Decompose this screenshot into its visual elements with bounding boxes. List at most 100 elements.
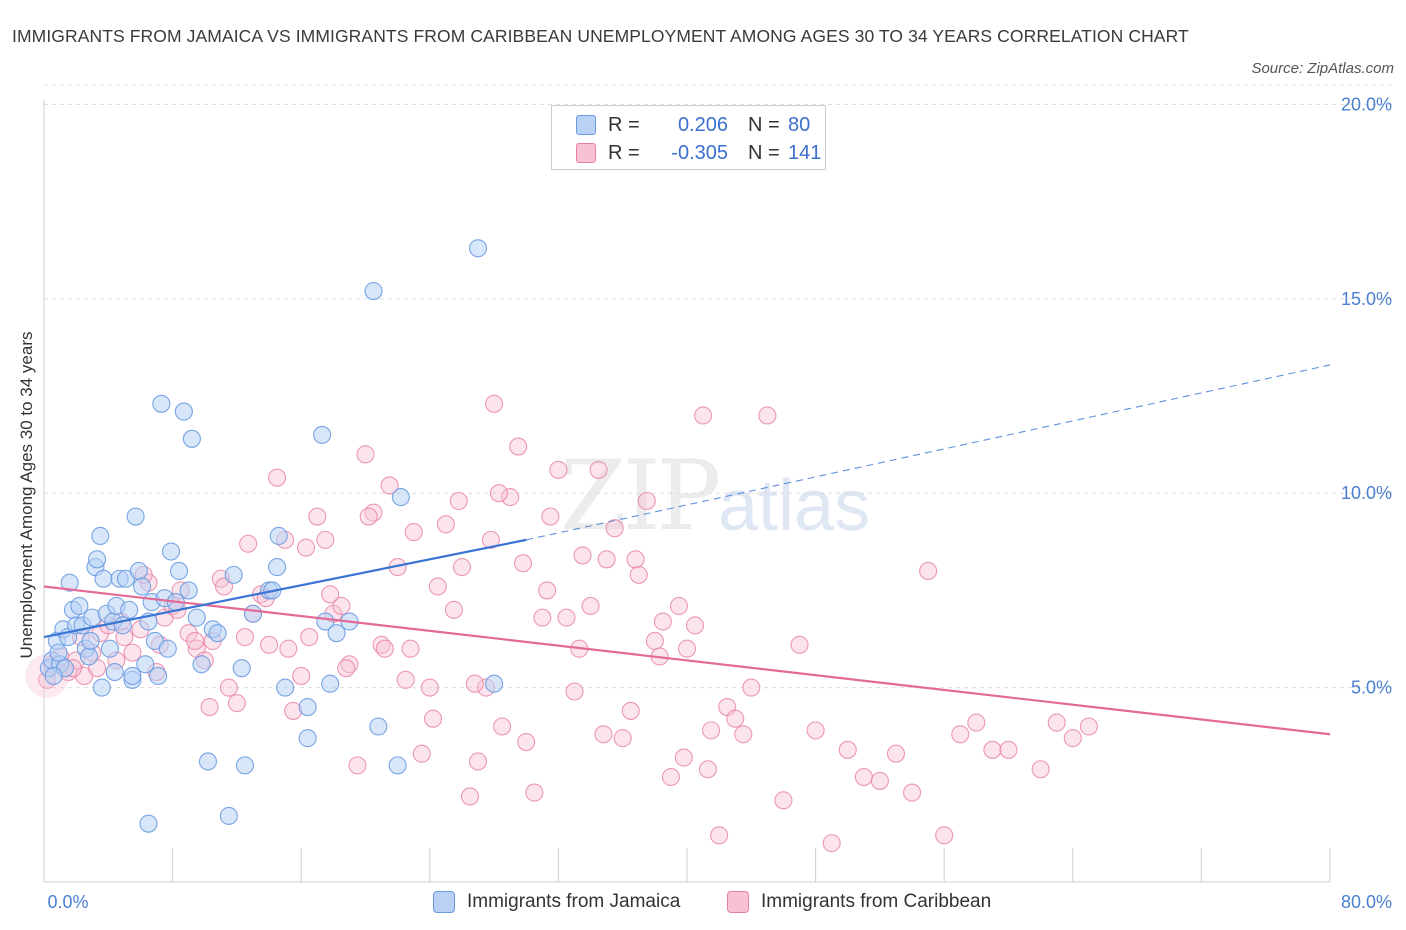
caribbean-point bbox=[1063, 729, 1082, 748]
legend-n-value: 80 bbox=[788, 113, 811, 136]
caribbean-point bbox=[300, 628, 319, 647]
jamaica-point bbox=[232, 659, 251, 678]
caribbean-point bbox=[428, 577, 447, 596]
y-axis-label: Unemployment Among Ages 30 to 34 years bbox=[17, 332, 36, 659]
caribbean-point bbox=[694, 406, 713, 425]
jamaica-point bbox=[91, 526, 110, 546]
caribbean-point bbox=[685, 616, 705, 635]
caribbean-point bbox=[702, 721, 721, 740]
caribbean-point bbox=[359, 507, 378, 526]
caribbean-points bbox=[25, 394, 1098, 853]
jamaica-point bbox=[268, 558, 287, 577]
caribbean-point bbox=[501, 488, 520, 507]
caribbean-point bbox=[661, 767, 680, 787]
jamaica-point bbox=[468, 239, 488, 258]
caribbean-point bbox=[549, 460, 568, 479]
caribbean-point bbox=[734, 725, 753, 744]
caribbean-point bbox=[525, 783, 544, 802]
jamaica-point bbox=[70, 596, 89, 616]
caribbean-point bbox=[533, 608, 552, 627]
caribbean-point bbox=[951, 725, 970, 744]
caribbean-point bbox=[296, 538, 316, 557]
caribbean-point bbox=[935, 826, 954, 845]
jamaica-point bbox=[174, 402, 193, 421]
caribbean-point bbox=[710, 826, 729, 845]
legend-swatch-jamaica bbox=[576, 115, 596, 135]
caribbean-point bbox=[465, 674, 484, 693]
bottom-legend-caribbean: Immigrants from Caribbean bbox=[727, 889, 991, 915]
legend-n-value: 141 bbox=[788, 141, 822, 164]
jamaica-point bbox=[198, 752, 218, 771]
jamaica-point bbox=[133, 577, 152, 596]
legend: R = 0.206 N = 80 R = -0.305 N = 141 bbox=[551, 105, 826, 170]
jamaica-point bbox=[298, 697, 317, 717]
jamaica-point bbox=[129, 561, 148, 581]
jamaica-point bbox=[136, 655, 155, 674]
jamaica-points bbox=[39, 239, 504, 833]
gridlines bbox=[44, 84, 1392, 689]
caribbean-point bbox=[669, 596, 689, 616]
jamaica-point bbox=[276, 678, 295, 697]
jamaica-point bbox=[158, 639, 177, 658]
caribbean-point bbox=[565, 682, 584, 701]
caribbean-point bbox=[239, 534, 258, 553]
jamaica-point bbox=[100, 639, 119, 658]
x-tick-label-end: 80.0% bbox=[1341, 892, 1392, 912]
legend-r-value: 0.206 bbox=[677, 113, 728, 136]
caribbean-point bbox=[481, 530, 500, 549]
caribbean-point bbox=[308, 507, 327, 526]
caribbean-point bbox=[321, 585, 340, 604]
jamaica-point bbox=[87, 550, 107, 569]
caribbean-point bbox=[637, 491, 656, 511]
caribbean-point bbox=[726, 709, 745, 728]
caribbean-point bbox=[597, 550, 616, 569]
caribbean-point bbox=[214, 577, 234, 596]
caribbean-point bbox=[186, 631, 205, 651]
caribbean-point bbox=[589, 460, 608, 479]
jamaica-point bbox=[123, 666, 142, 685]
caribbean-point bbox=[594, 725, 613, 744]
caribbean-point bbox=[375, 639, 394, 658]
caribbean-point bbox=[983, 740, 1002, 759]
jamaica-point bbox=[179, 581, 198, 600]
legend-n-label: N = bbox=[748, 141, 780, 164]
caribbean-point bbox=[774, 791, 793, 810]
caribbean-point bbox=[337, 659, 356, 678]
y-tick-label: 5.0% bbox=[1351, 678, 1392, 698]
y-tick-label: 10.0% bbox=[1341, 483, 1392, 503]
caribbean-point bbox=[420, 678, 439, 697]
caribbean-point bbox=[742, 678, 761, 697]
caribbean-point bbox=[292, 666, 311, 685]
caribbean-point bbox=[629, 565, 648, 584]
caribbean-point bbox=[605, 519, 624, 538]
caribbean-point bbox=[967, 713, 986, 732]
caribbean-point bbox=[621, 701, 640, 720]
caribbean-point bbox=[332, 596, 351, 616]
caribbean-point bbox=[200, 697, 219, 717]
jamaica-trend-line bbox=[43, 538, 527, 639]
jamaica-point bbox=[208, 624, 227, 643]
caribbean-point bbox=[919, 561, 938, 581]
caribbean-point bbox=[356, 445, 375, 464]
source-label: Source: ZipAtlas.com bbox=[1251, 60, 1394, 77]
caribbean-point bbox=[886, 744, 906, 763]
axes bbox=[43, 100, 1331, 883]
caribbean-point bbox=[380, 476, 399, 495]
caribbean-trend-line bbox=[43, 585, 1331, 736]
bottom-legend-swatch-caribbean bbox=[727, 891, 749, 913]
jamaica-point bbox=[369, 717, 388, 736]
jamaica-point bbox=[313, 425, 332, 444]
jamaica-point bbox=[298, 729, 317, 748]
y-tick-label: 20.0% bbox=[1341, 94, 1392, 114]
jamaica-point bbox=[187, 608, 206, 627]
caribbean-point bbox=[758, 406, 777, 425]
caribbean-point bbox=[509, 437, 528, 456]
y-tick-label: 15.0% bbox=[1341, 289, 1392, 309]
x-tick-label-start: 0.0% bbox=[47, 892, 88, 912]
caribbean-point bbox=[806, 721, 825, 740]
jamaica-point bbox=[149, 666, 168, 685]
legend-r-label: R = bbox=[608, 141, 640, 164]
caribbean-point bbox=[557, 608, 576, 627]
jamaica-point bbox=[192, 655, 211, 674]
jamaica-point bbox=[327, 624, 346, 643]
